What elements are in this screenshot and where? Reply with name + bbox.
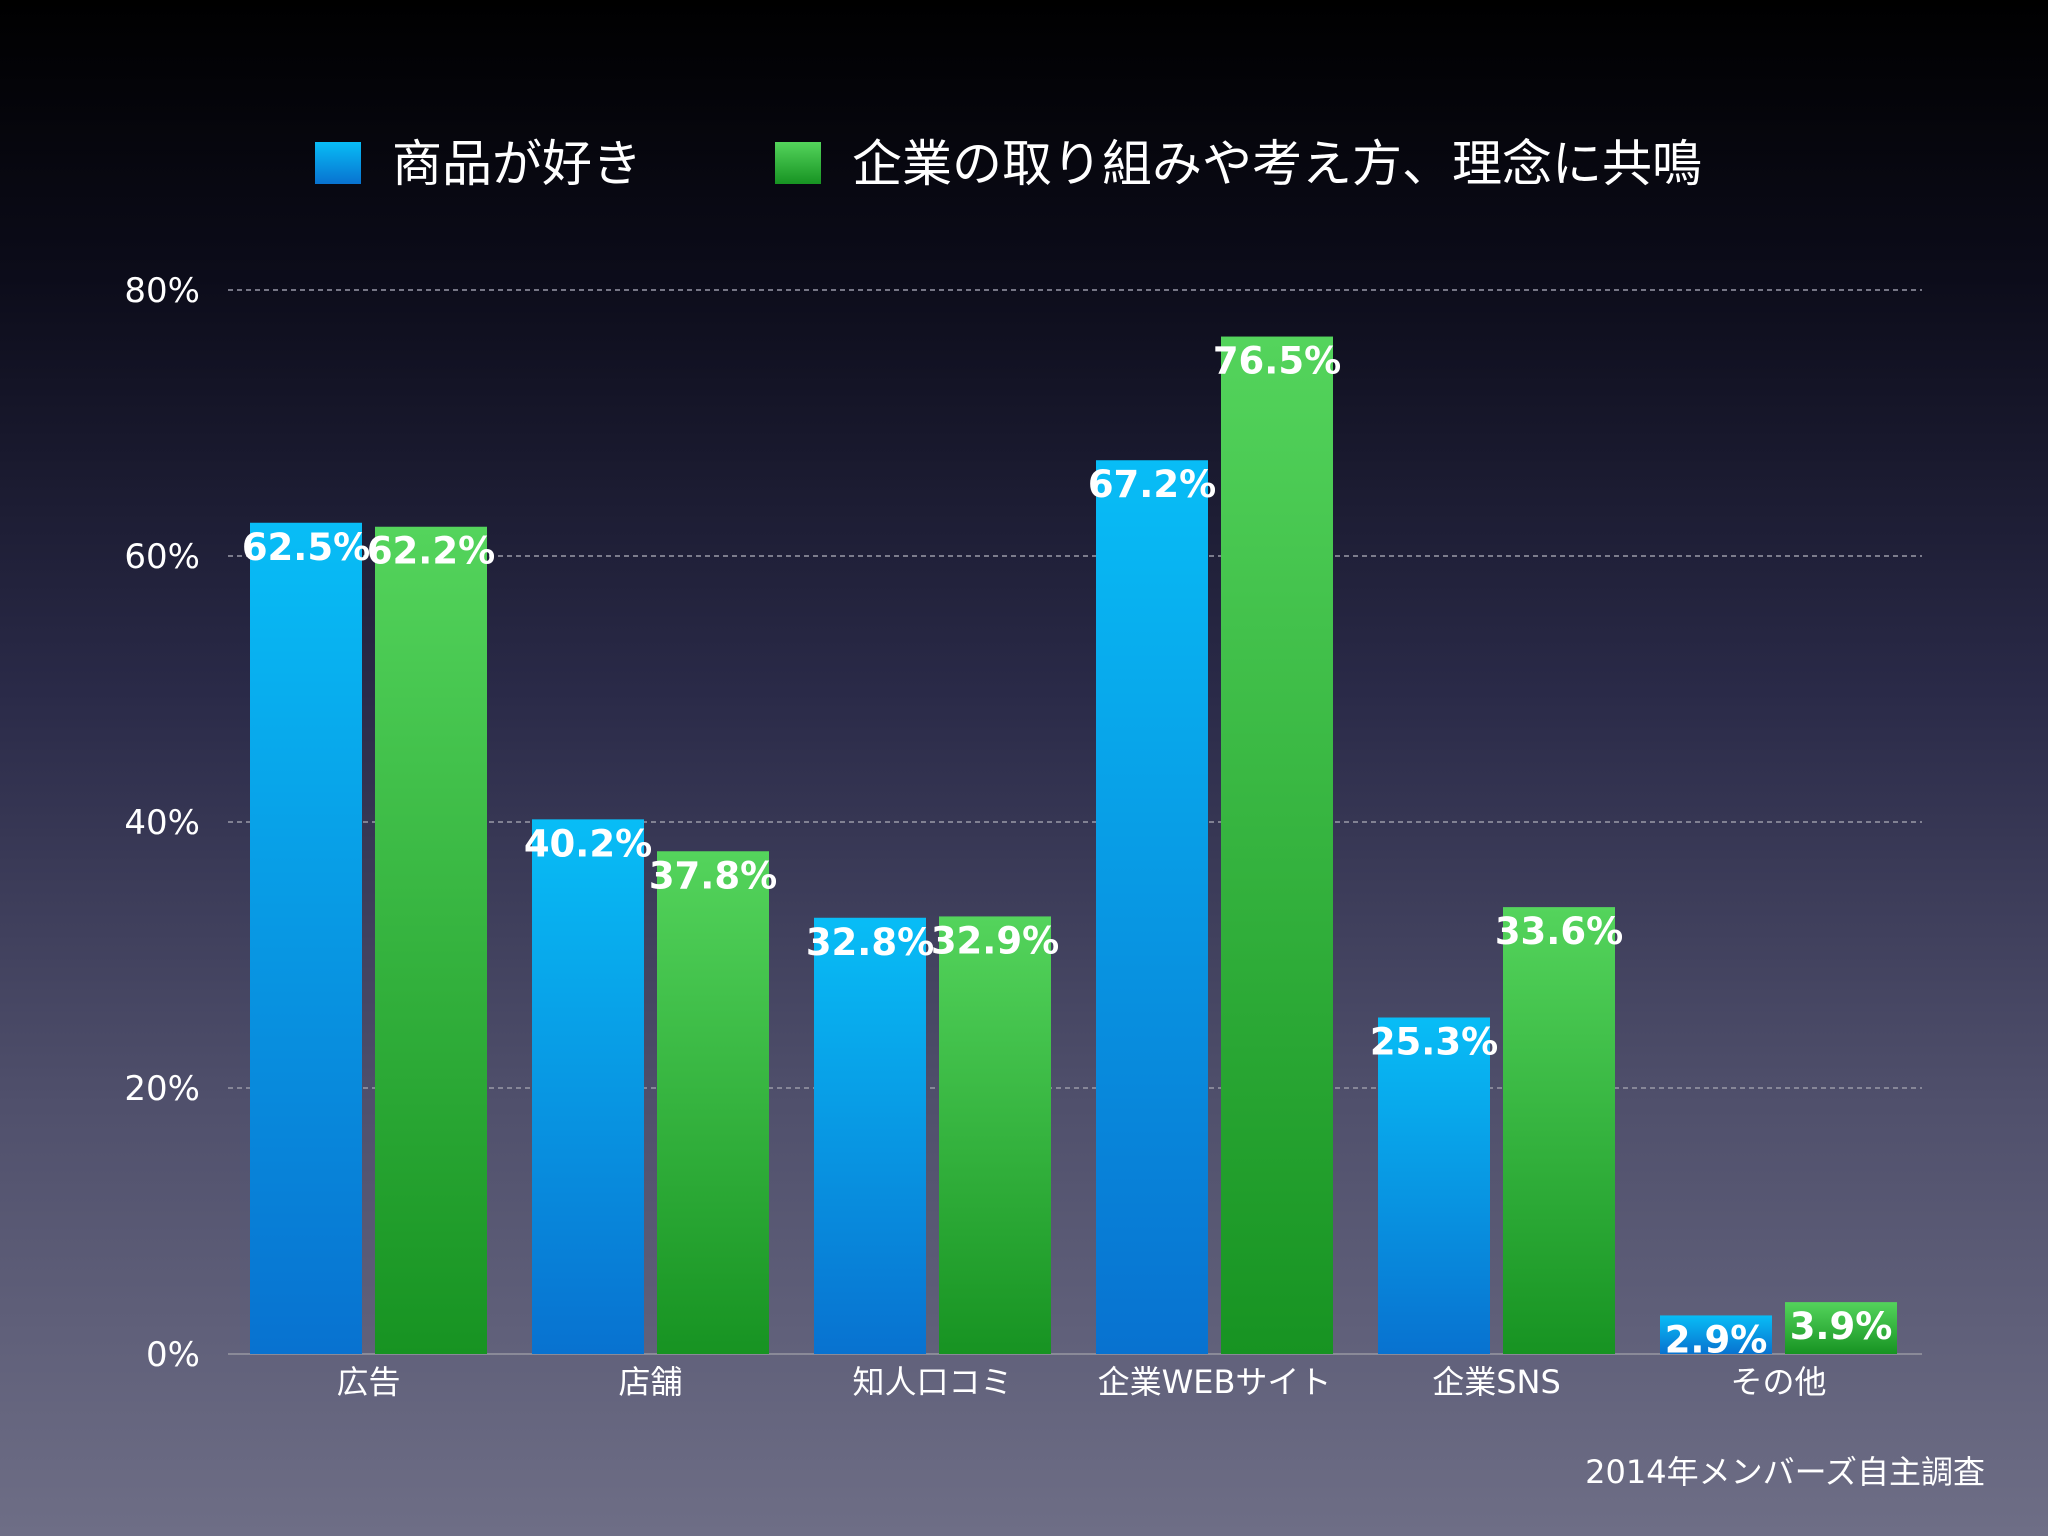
bar-series-1-6 bbox=[1660, 1315, 1772, 1354]
y-tick-label: 20% bbox=[124, 1069, 200, 1109]
data-label-series-2-6: 3.9% bbox=[1790, 1305, 1893, 1348]
bar-series-1-1 bbox=[250, 522, 362, 1354]
legend-label-series-2: 企業の取り組みや考え方、理念に共鳴 bbox=[852, 135, 1702, 193]
x-tick-label: 広告 bbox=[336, 1363, 400, 1401]
bars bbox=[250, 336, 1897, 1354]
data-label-series-2-3: 32.9% bbox=[931, 919, 1059, 962]
source-note: 2014年メンバーズ自主調査 bbox=[1585, 1453, 1985, 1491]
bar-series-1-3 bbox=[814, 917, 926, 1354]
data-labels: 62.5%62.2% 40.2%37.8% 32.8%32.9% 67.2% 76.5%… bbox=[242, 340, 1893, 1362]
y-tick-label: 40% bbox=[124, 803, 200, 843]
x-tick-label: 企業SNS bbox=[1432, 1363, 1561, 1401]
legend: 商品が好き 企業の取り組みや考え方、理念に共鳴 bbox=[315, 135, 1702, 193]
x-tick-label: その他 bbox=[1730, 1363, 1826, 1401]
legend-swatch-series-1 bbox=[315, 142, 361, 184]
data-label-series-2-2: 37.8% bbox=[649, 854, 777, 897]
bar-series-1-5 bbox=[1378, 1017, 1490, 1354]
bar-series-1-2 bbox=[532, 819, 644, 1354]
data-label-series-1-5: 25.3% bbox=[1370, 1021, 1498, 1064]
bar-series-2-6 bbox=[1785, 1302, 1897, 1354]
y-tick-label: 80% bbox=[124, 271, 200, 311]
legend-label-series-1: 商品が好き bbox=[392, 135, 642, 193]
x-tick-label: 企業WEBサイト bbox=[1098, 1363, 1332, 1401]
data-label-series-1-1: 62.5% bbox=[242, 526, 370, 569]
x-axis: 広告 店舗 知人口コミ 企業WEBサイト 企業SNS その他 bbox=[336, 1363, 1826, 1401]
bar-series-2-2 bbox=[657, 851, 769, 1354]
bar-series-2-3 bbox=[939, 916, 1051, 1354]
data-label-series-1-3: 32.8% bbox=[806, 921, 934, 964]
x-tick-label: 店舗 bbox=[618, 1363, 682, 1401]
legend-swatch-series-2 bbox=[775, 142, 821, 184]
data-label-series-1-2: 40.2% bbox=[524, 822, 652, 865]
bar-series-2-5 bbox=[1503, 907, 1615, 1354]
x-tick-label: 知人口コミ bbox=[852, 1363, 1012, 1401]
bar-series-2-1 bbox=[375, 526, 487, 1354]
data-label-series-1-4: 67.2% bbox=[1088, 463, 1216, 506]
data-label-series-1-6: 2.9% bbox=[1665, 1318, 1768, 1361]
y-axis: 0% 20% 40% 60% 80% bbox=[124, 271, 200, 1375]
data-label-series-2-4: 76.5% bbox=[1213, 340, 1341, 383]
bar-series-2-4 bbox=[1221, 336, 1333, 1354]
y-tick-label: 60% bbox=[124, 537, 200, 577]
bar-series-1-4 bbox=[1096, 460, 1208, 1354]
y-tick-label: 0% bbox=[146, 1335, 200, 1375]
grid-lines bbox=[228, 289, 1922, 1355]
data-label-series-2-1: 62.2% bbox=[367, 530, 495, 573]
data-label-series-2-5: 33.6% bbox=[1495, 910, 1623, 953]
